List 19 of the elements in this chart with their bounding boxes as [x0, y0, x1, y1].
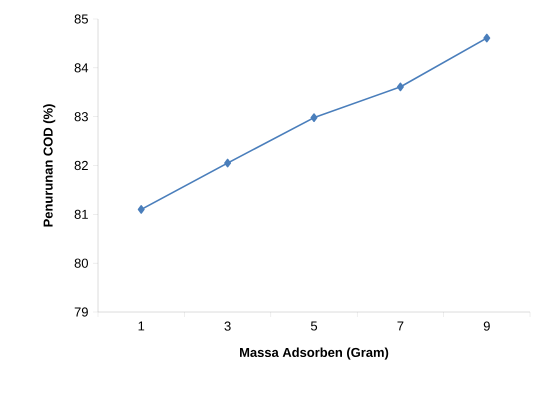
y-tick-label: 80 — [74, 258, 88, 268]
x-tick-label: 1 — [138, 322, 144, 330]
x-tick-label: 7 — [397, 322, 404, 330]
point — [138, 205, 145, 214]
y-tick-label: 79 — [74, 307, 88, 317]
y-tick-label: 81 — [74, 210, 88, 219]
point — [224, 158, 232, 168]
y-tick-label: 85 — [74, 14, 88, 24]
point — [483, 34, 490, 42]
point — [396, 82, 404, 92]
y-tick-label: 84 — [74, 63, 88, 72]
y-tick-label: 82 — [74, 160, 88, 170]
x-tick-label: 3 — [224, 322, 231, 331]
y-tick-label: 83 — [74, 112, 88, 122]
x-tick-label: 5 — [310, 322, 318, 331]
x-tick-label: 9 — [484, 322, 490, 331]
point — [310, 113, 318, 122]
y-axis-title: Penurunan COD (%) — [43, 104, 56, 227]
x-axis-title: Massa Adsorben (Gram) — [240, 348, 388, 360]
